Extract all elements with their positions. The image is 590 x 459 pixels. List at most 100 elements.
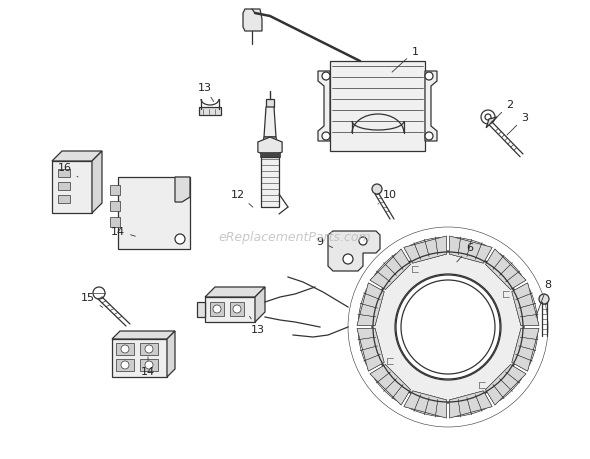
Circle shape: [343, 254, 353, 264]
Polygon shape: [425, 72, 437, 142]
Polygon shape: [449, 236, 492, 263]
Polygon shape: [197, 302, 205, 317]
Polygon shape: [410, 238, 441, 260]
Polygon shape: [512, 329, 539, 371]
Circle shape: [233, 305, 241, 313]
Polygon shape: [358, 289, 381, 321]
Text: 14: 14: [111, 226, 135, 237]
Polygon shape: [490, 369, 522, 401]
Polygon shape: [258, 138, 282, 157]
Polygon shape: [112, 331, 175, 339]
Bar: [118, 178, 190, 249]
Circle shape: [145, 361, 153, 369]
Polygon shape: [370, 365, 411, 405]
Polygon shape: [512, 283, 539, 326]
Polygon shape: [490, 254, 522, 285]
Polygon shape: [262, 138, 278, 148]
Circle shape: [401, 280, 495, 374]
Circle shape: [145, 345, 153, 353]
Polygon shape: [512, 329, 539, 371]
Circle shape: [93, 287, 105, 299]
Circle shape: [485, 115, 491, 121]
Polygon shape: [512, 283, 539, 326]
Circle shape: [396, 275, 500, 379]
Bar: [210, 302, 224, 316]
Bar: [140, 359, 158, 371]
Polygon shape: [92, 151, 102, 213]
Polygon shape: [52, 151, 102, 162]
Text: 13: 13: [250, 317, 265, 334]
Bar: [140, 343, 158, 355]
Text: 16: 16: [58, 162, 78, 178]
Bar: [230, 302, 244, 316]
Polygon shape: [449, 236, 492, 263]
Polygon shape: [357, 283, 384, 326]
Polygon shape: [370, 249, 411, 290]
Circle shape: [402, 281, 494, 373]
Bar: [260, 153, 280, 157]
Bar: [116, 359, 134, 371]
Bar: [199, 108, 221, 116]
Polygon shape: [167, 331, 175, 377]
Text: 10: 10: [378, 190, 397, 205]
Polygon shape: [328, 231, 380, 271]
Circle shape: [372, 252, 524, 403]
Circle shape: [396, 275, 500, 379]
Polygon shape: [370, 365, 411, 405]
Polygon shape: [486, 118, 497, 129]
Bar: [112, 339, 167, 377]
Bar: [330, 62, 425, 151]
Polygon shape: [175, 178, 190, 202]
Circle shape: [322, 133, 330, 141]
Circle shape: [539, 294, 549, 304]
Bar: [58, 170, 70, 178]
Bar: [58, 196, 70, 203]
Polygon shape: [370, 249, 411, 290]
Polygon shape: [515, 289, 537, 321]
Circle shape: [372, 185, 382, 195]
Polygon shape: [454, 394, 486, 417]
Polygon shape: [374, 254, 405, 285]
Text: 1: 1: [392, 47, 418, 73]
Bar: [52, 162, 92, 213]
Polygon shape: [410, 394, 441, 417]
Polygon shape: [318, 72, 330, 142]
Bar: [205, 297, 255, 322]
Circle shape: [425, 73, 433, 81]
Text: 6: 6: [457, 242, 474, 263]
Polygon shape: [454, 238, 486, 260]
Polygon shape: [449, 391, 492, 418]
Circle shape: [121, 361, 129, 369]
Polygon shape: [486, 365, 526, 405]
Text: 12: 12: [231, 190, 253, 208]
Polygon shape: [515, 334, 537, 365]
Polygon shape: [404, 391, 447, 418]
Bar: [110, 202, 120, 212]
Bar: [110, 218, 120, 228]
Polygon shape: [357, 329, 384, 371]
Polygon shape: [243, 10, 262, 32]
Bar: [58, 183, 70, 190]
Polygon shape: [264, 108, 276, 138]
Polygon shape: [486, 365, 526, 405]
Polygon shape: [404, 236, 447, 263]
Text: 3: 3: [507, 113, 529, 136]
Bar: [261, 157, 279, 207]
Polygon shape: [449, 391, 492, 418]
Circle shape: [425, 133, 433, 141]
Polygon shape: [486, 249, 526, 290]
Polygon shape: [404, 236, 447, 263]
Circle shape: [322, 73, 330, 81]
Polygon shape: [374, 369, 405, 401]
Polygon shape: [357, 329, 384, 371]
Polygon shape: [404, 391, 447, 418]
Text: 8: 8: [536, 280, 552, 317]
Text: eReplacementParts.com: eReplacementParts.com: [219, 231, 371, 244]
Circle shape: [175, 235, 185, 245]
Polygon shape: [205, 287, 265, 297]
Text: 2: 2: [492, 100, 513, 123]
Text: 9: 9: [316, 236, 333, 248]
Polygon shape: [357, 283, 384, 326]
Circle shape: [121, 345, 129, 353]
Text: 14: 14: [141, 357, 155, 376]
